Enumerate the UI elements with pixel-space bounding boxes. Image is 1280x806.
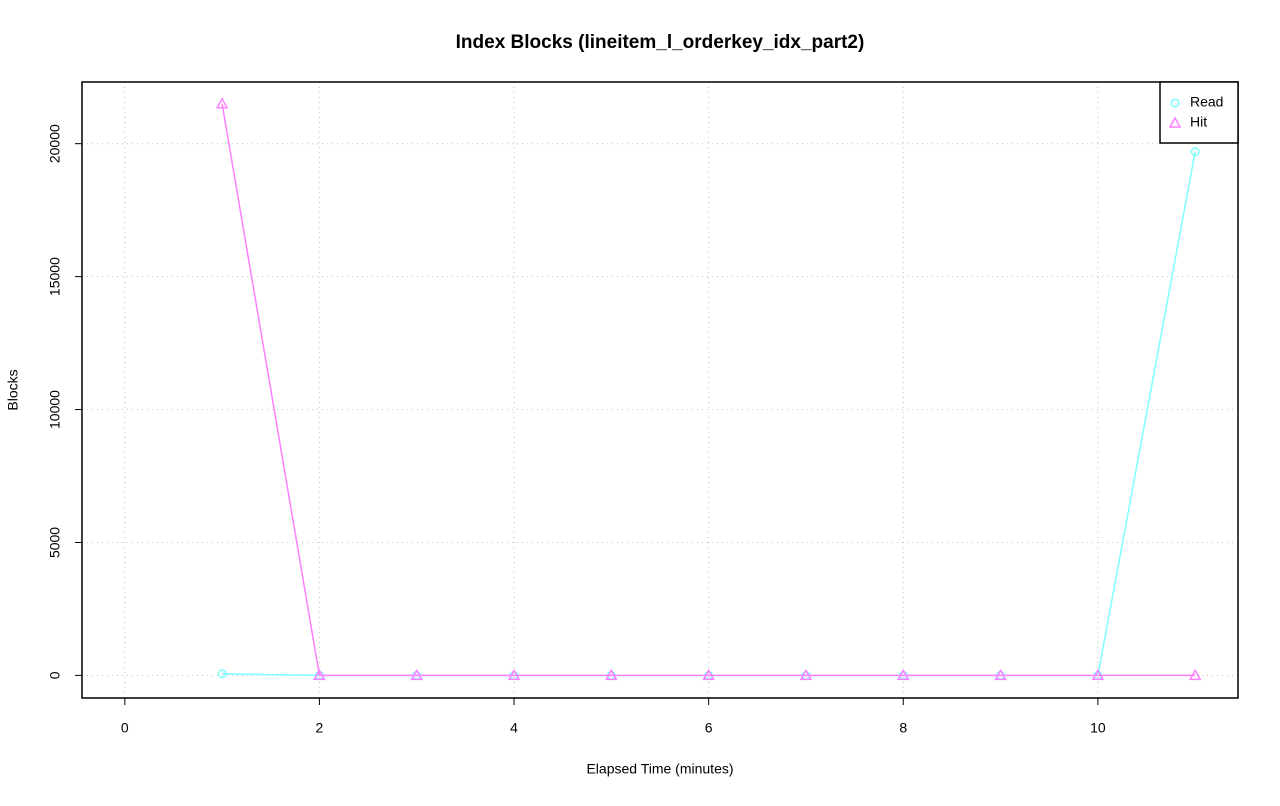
marker [217, 669, 227, 679]
y-axis-title: Blocks [5, 369, 21, 410]
marker [215, 97, 229, 109]
marker [1190, 147, 1200, 157]
marker [1168, 116, 1182, 128]
legend-label: Read [1190, 94, 1223, 110]
marker [1170, 98, 1180, 108]
chart-title: Index Blocks (lineitem_l_orderkey_idx_pa… [456, 32, 865, 53]
marker [507, 668, 521, 681]
x-axis-title: Elapsed Time (minutes) [586, 761, 733, 777]
y-tick-label: 15000 [47, 257, 63, 296]
y-tick-label: 0 [47, 671, 63, 679]
marker [605, 668, 618, 681]
x-tick-label: 2 [316, 720, 324, 736]
x-tick-label: 6 [705, 720, 713, 736]
marker [313, 668, 326, 681]
x-tick-label: 4 [510, 720, 518, 736]
marker [1188, 668, 1202, 681]
legend-box [1159, 81, 1239, 144]
x-tick-label: 10 [1090, 720, 1106, 736]
series-line [222, 151, 1196, 677]
marker [1091, 668, 1105, 681]
marker [410, 668, 424, 681]
plot-frame [81, 81, 1239, 699]
marker [896, 668, 910, 681]
y-tick-label: 20000 [47, 124, 63, 163]
y-tick-label: 10000 [47, 390, 63, 429]
y-tick-label: 5000 [47, 527, 63, 558]
legend-label: Hit [1190, 114, 1207, 130]
marker [702, 668, 715, 681]
x-tick-label: 8 [899, 720, 907, 736]
series-line [221, 103, 1196, 677]
x-tick-label: 0 [121, 720, 129, 736]
marker [799, 668, 813, 681]
marker [994, 668, 1007, 681]
